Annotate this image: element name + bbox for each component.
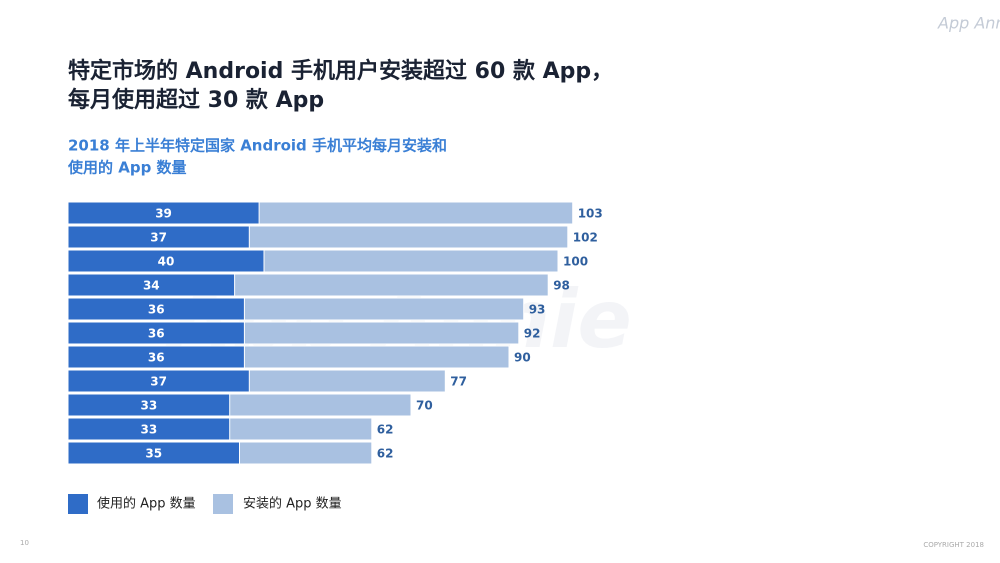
page-number: 10 (20, 539, 29, 547)
value-label: 40 (158, 255, 175, 269)
value-label: 39 (155, 207, 172, 221)
value-label: 33 (140, 423, 157, 437)
value-label: 70 (416, 399, 433, 413)
value-label: 100 (563, 255, 588, 269)
value-label: 77 (450, 375, 467, 389)
bar (67, 225, 250, 249)
value-label: 37 (150, 231, 167, 245)
bar (67, 441, 240, 465)
value-label: 102 (573, 231, 598, 245)
bar (67, 201, 260, 225)
value-label: 103 (578, 207, 603, 221)
value-label: 62 (377, 423, 394, 437)
value-label: 37 (150, 375, 167, 389)
legend-swatch (68, 494, 88, 514)
value-label: 93 (529, 303, 546, 317)
bar (67, 321, 245, 345)
value-label: 36 (148, 327, 165, 341)
title-line: 特定市场的 Android 手机用户安装超过 60 款 App， (68, 58, 613, 84)
bar (67, 345, 245, 369)
bar (67, 273, 236, 297)
bar (67, 249, 265, 273)
value-label: 90 (514, 351, 531, 365)
value-label: 35 (145, 447, 162, 461)
bar (67, 393, 231, 417)
value-label: 92 (524, 327, 541, 341)
legend-label: 使用的 App 数量 (97, 496, 196, 512)
title-line: 每月使用超过 30 款 App (68, 87, 324, 113)
value-label: 36 (148, 303, 165, 317)
legend-label: 安装的 App 数量 (243, 496, 342, 512)
value-label: 36 (148, 351, 165, 365)
bar (67, 369, 250, 393)
logo: App Annie (937, 14, 1000, 33)
bar (67, 417, 231, 441)
subtitle-line: 2018 年上半年特定国家 Android 手机平均每月安装和 (68, 137, 447, 155)
legend-swatch (213, 494, 233, 514)
value-label: 62 (377, 447, 394, 461)
value-label: 33 (140, 399, 157, 413)
copyright: COPYRIGHT 2018 (923, 541, 984, 549)
bar (67, 297, 245, 321)
value-label: 98 (553, 279, 570, 293)
value-label: 34 (143, 279, 160, 293)
subtitle-line: 使用的 App 数量 (67, 159, 187, 177)
